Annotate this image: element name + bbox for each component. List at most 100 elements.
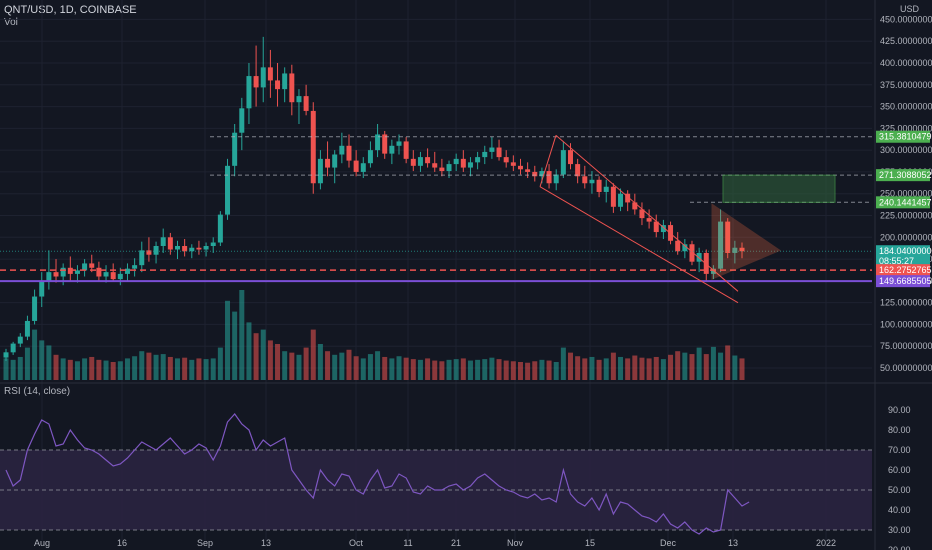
- volume-bar: [403, 357, 409, 380]
- volume-bar: [489, 357, 495, 380]
- candle-body: [103, 272, 109, 277]
- candle-body: [718, 221, 724, 269]
- last-price-bg: [876, 245, 930, 268]
- volume-bar: [339, 352, 345, 380]
- volume-bar: [517, 362, 523, 380]
- candle-body: [432, 163, 438, 168]
- volume-bar: [503, 360, 509, 380]
- candle-body: [460, 158, 466, 168]
- price-tick-label: 125.00000000: [880, 298, 932, 308]
- price-tick-label: 325.00000000: [880, 123, 932, 133]
- support-red-label-bg: [876, 264, 930, 277]
- volume-bar: [482, 359, 488, 380]
- volume-bar: [17, 356, 23, 380]
- x-tick-label: Sep: [197, 538, 213, 548]
- volume-bar: [532, 361, 538, 380]
- volume-bar: [367, 354, 373, 380]
- candle-body: [246, 76, 252, 109]
- volume-bar: [646, 358, 652, 380]
- volume-bar: [639, 357, 645, 380]
- volume-bar: [668, 354, 674, 380]
- candle-body: [410, 158, 416, 166]
- target-box: [722, 174, 836, 203]
- candle-body: [203, 246, 209, 250]
- candle-body: [96, 267, 102, 277]
- volume-bar: [317, 344, 323, 380]
- candle-body: [275, 80, 281, 90]
- channel-lower: [539, 186, 739, 304]
- candle-body: [532, 171, 538, 177]
- symbol-title: QNT/USD, 1D, COINBASE: [4, 4, 137, 16]
- volume-bar: [553, 362, 559, 380]
- volume-bar: [575, 356, 581, 380]
- candle-body: [332, 154, 338, 168]
- candle-body: [360, 163, 366, 172]
- candle-body: [625, 193, 631, 203]
- candle-body: [425, 157, 431, 164]
- volume-bar: [496, 359, 502, 380]
- candle-body: [739, 247, 745, 252]
- volume-bar: [253, 333, 259, 380]
- volume-bar: [96, 359, 102, 380]
- volume-bar: [117, 361, 123, 380]
- volume-bar: [32, 329, 38, 380]
- volume-bar: [718, 352, 724, 380]
- candle-body: [196, 247, 202, 250]
- countdown-label: 08:55:27: [879, 256, 914, 266]
- candle-body: [160, 237, 166, 246]
- volume-bar: [82, 358, 88, 380]
- volume-bar: [568, 352, 574, 380]
- candle-body: [232, 132, 238, 166]
- candle-body: [453, 158, 459, 165]
- candle-body: [82, 263, 88, 271]
- volume-bar: [182, 357, 188, 380]
- price-tick-label: 450.00000000: [880, 14, 932, 24]
- volume-bar: [410, 359, 416, 380]
- candle-body: [546, 171, 552, 184]
- volume-bar: [625, 358, 631, 380]
- x-tick-label: Nov: [507, 538, 524, 548]
- volume-bar: [596, 359, 602, 380]
- volume-bar: [225, 300, 231, 380]
- candle-body: [403, 141, 409, 159]
- volume-bar: [589, 356, 595, 380]
- price-tick-label: 75.00000000: [880, 341, 932, 351]
- candle-body: [589, 179, 595, 184]
- candle-body: [117, 273, 123, 280]
- volume-bar: [24, 347, 30, 380]
- volume-bar: [682, 352, 688, 380]
- volume-bar: [325, 351, 331, 380]
- candle-body: [167, 237, 173, 250]
- volume-bar: [467, 360, 473, 380]
- candle-body: [632, 202, 638, 210]
- x-tick-label: Aug: [34, 538, 50, 548]
- candle-body: [603, 186, 609, 192]
- candle-body: [389, 145, 395, 154]
- candle-body: [217, 214, 223, 243]
- candle-body: [17, 336, 23, 344]
- volume-bar: [660, 359, 666, 380]
- candle-body: [639, 209, 645, 219]
- x-tick-label: 21: [451, 538, 461, 548]
- volume-bar: [67, 359, 73, 380]
- candle-body: [110, 272, 116, 280]
- resist-top-label: 315.38104799: [879, 132, 932, 142]
- x-tick-label: 11: [403, 538, 412, 548]
- volume-bar: [282, 351, 288, 380]
- candle-body: [689, 244, 695, 262]
- volume-bar: [217, 347, 223, 380]
- candle-body: [260, 67, 266, 88]
- candle-body: [239, 108, 245, 133]
- candle-body: [339, 145, 345, 155]
- candle-body: [439, 167, 445, 172]
- candle-body: [725, 221, 731, 253]
- candle-body: [353, 160, 359, 172]
- rsi-tick-label: 80.00: [888, 425, 911, 435]
- volume-bar: [174, 358, 180, 380]
- volume-bar: [260, 329, 266, 380]
- price-tick-label: 225.00000000: [880, 211, 932, 221]
- volume-bar: [603, 358, 609, 380]
- rsi-tick-label: 20.00: [888, 545, 911, 550]
- volume-bar: [460, 358, 466, 380]
